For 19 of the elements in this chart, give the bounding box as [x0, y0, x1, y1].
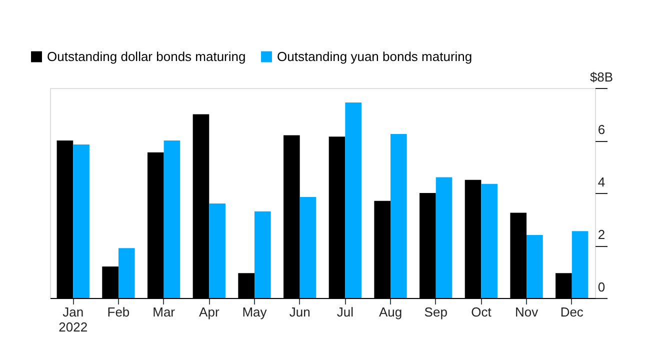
x-tick-label: Oct — [471, 304, 492, 320]
x-tick-label: Jan 2022 — [58, 304, 88, 334]
x-tick-label: Jun — [289, 304, 310, 320]
x-tick-label: Feb — [107, 304, 130, 320]
legend-label: Outstanding yuan bonds maturing — [277, 48, 472, 64]
y-tick-label: 6 — [598, 122, 606, 137]
y-tick-label: 0 — [598, 280, 606, 294]
x-tick-label: Aug — [378, 304, 402, 320]
x-tick-label: May — [242, 304, 268, 320]
y-tick-label: $8B — [590, 70, 614, 84]
x-tick-label: Jul — [336, 304, 354, 320]
x-tick-label: Sep — [424, 304, 448, 320]
y-tick-label: 2 — [598, 227, 606, 242]
x-tick-label: Dec — [560, 304, 584, 320]
x-tick-label: Mar — [152, 304, 176, 320]
x-tick-label: Apr — [199, 304, 220, 320]
legend-label: Outstanding dollar bonds maturing — [47, 48, 246, 64]
x-tick-label: Nov — [514, 304, 539, 320]
y-tick-label: 4 — [598, 174, 606, 190]
